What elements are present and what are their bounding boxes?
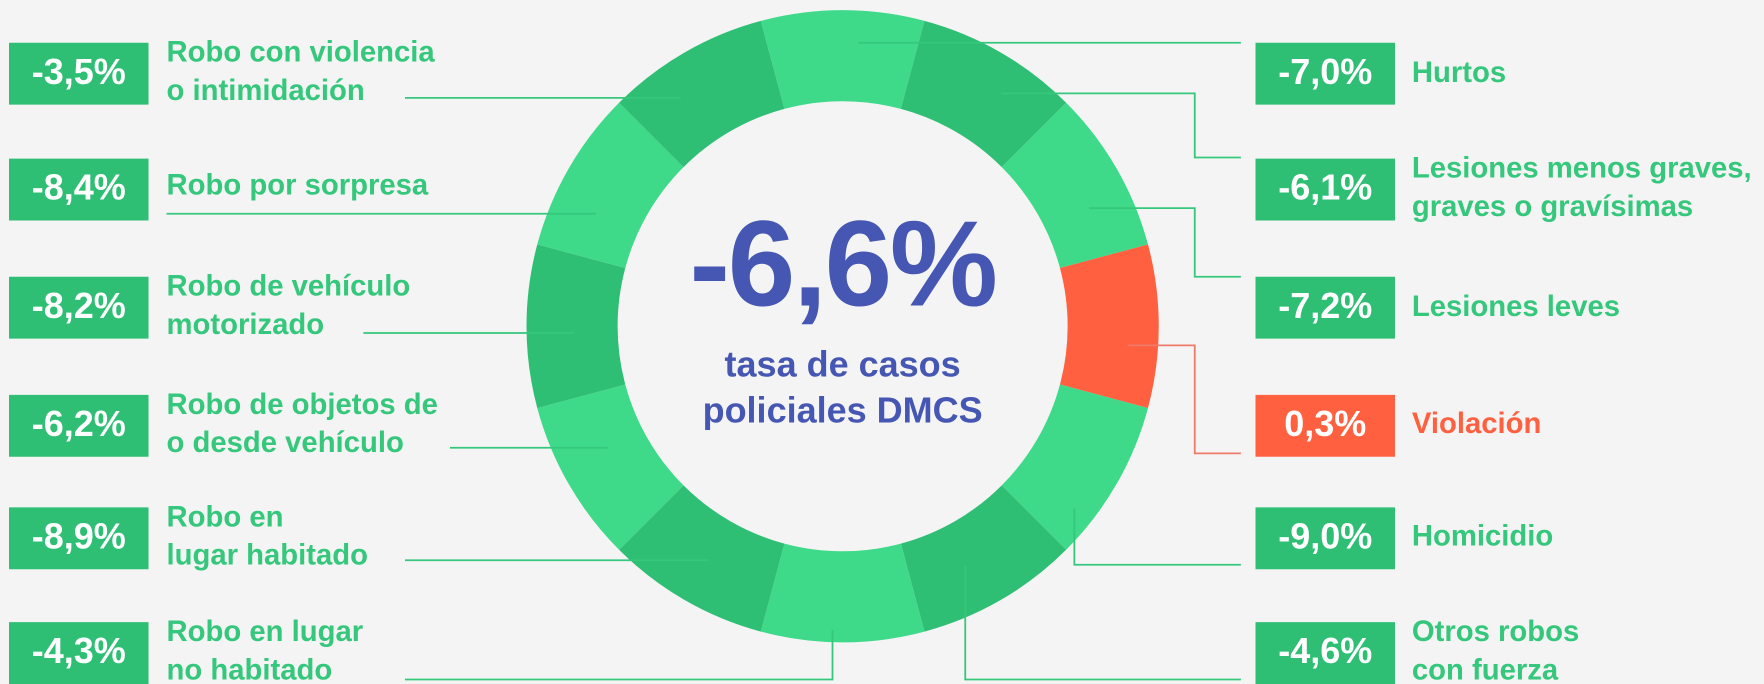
value-box [1255, 42, 1395, 105]
value-label: -7,2% [1278, 285, 1372, 326]
ring-segment [900, 20, 1067, 168]
connector [405, 630, 834, 681]
item-label: Robo en [167, 501, 284, 533]
item-label: lugar habitado [167, 540, 369, 572]
value-label: 0,3% [1284, 403, 1366, 444]
item-label: Homicidio [1412, 520, 1553, 552]
item-label: Robo en lugar [167, 616, 364, 648]
value-box [1255, 276, 1395, 339]
value-label: -9,0% [1278, 515, 1372, 556]
value-box [1255, 394, 1395, 457]
item-label: Violación [1412, 408, 1542, 440]
item-label: motorizado [167, 309, 325, 341]
value-box [9, 158, 149, 221]
ring-segment [537, 384, 684, 550]
item-label: Robo con violencia [167, 37, 436, 69]
ring-segment [1001, 102, 1148, 269]
value-box [9, 622, 149, 684]
value-box [1255, 622, 1395, 684]
ring-segment [760, 543, 925, 643]
value-label: -4,3% [32, 630, 126, 671]
value-box [9, 507, 149, 570]
ring-segment [760, 10, 925, 109]
ring-segment [900, 485, 1067, 632]
item-label: Robo de vehículo [167, 271, 411, 303]
center-value: -6,6% [690, 195, 996, 331]
value-label: -3,5% [32, 51, 126, 92]
item-label: Lesiones leves [1412, 291, 1620, 323]
value-label: -8,4% [32, 167, 126, 208]
item-label: con fuerza [1412, 654, 1559, 684]
connector [964, 565, 1241, 681]
value-label: -4,6% [1278, 630, 1372, 671]
connector [1001, 92, 1241, 159]
value-box [1255, 158, 1395, 221]
connectors [166, 41, 1241, 681]
item-label: Lesiones menos graves, [1412, 153, 1752, 185]
value-label: -8,9% [32, 515, 126, 556]
item-label: no habitado [167, 654, 333, 684]
value-box [9, 394, 149, 457]
value-box [9, 42, 149, 105]
connector [1073, 508, 1241, 566]
donut-ring [526, 10, 1159, 643]
item-label: o desde vehículo [167, 427, 404, 459]
item-label: o intimidación [167, 75, 365, 107]
value-box [9, 276, 149, 339]
value-label: -6,2% [32, 403, 126, 444]
value-label: -8,2% [32, 285, 126, 326]
item-label: Hurtos [1412, 57, 1506, 89]
ring-segment [619, 20, 785, 168]
connector [1128, 344, 1241, 455]
item-label: Robo por sorpresa [167, 169, 429, 201]
item-label: Otros robos [1412, 616, 1579, 648]
item-label: graves o gravísimas [1412, 191, 1693, 223]
ring-segment [619, 485, 785, 632]
item-label: Robo de objetos de [167, 389, 438, 421]
connector [1089, 207, 1241, 278]
ring-segment [1001, 384, 1148, 550]
center-caption: policiales DMCS [703, 389, 983, 430]
ring-segment [1059, 244, 1159, 409]
value-label: -7,0% [1278, 51, 1372, 92]
value-label: -6,1% [1278, 167, 1372, 208]
ring-segment [526, 244, 626, 409]
items: -3,5% Robo con violencia o intimidación -8,… [9, 37, 1752, 684]
value-box [1255, 507, 1395, 570]
ring-segment [537, 102, 684, 269]
center-caption: tasa de casos [725, 343, 961, 384]
